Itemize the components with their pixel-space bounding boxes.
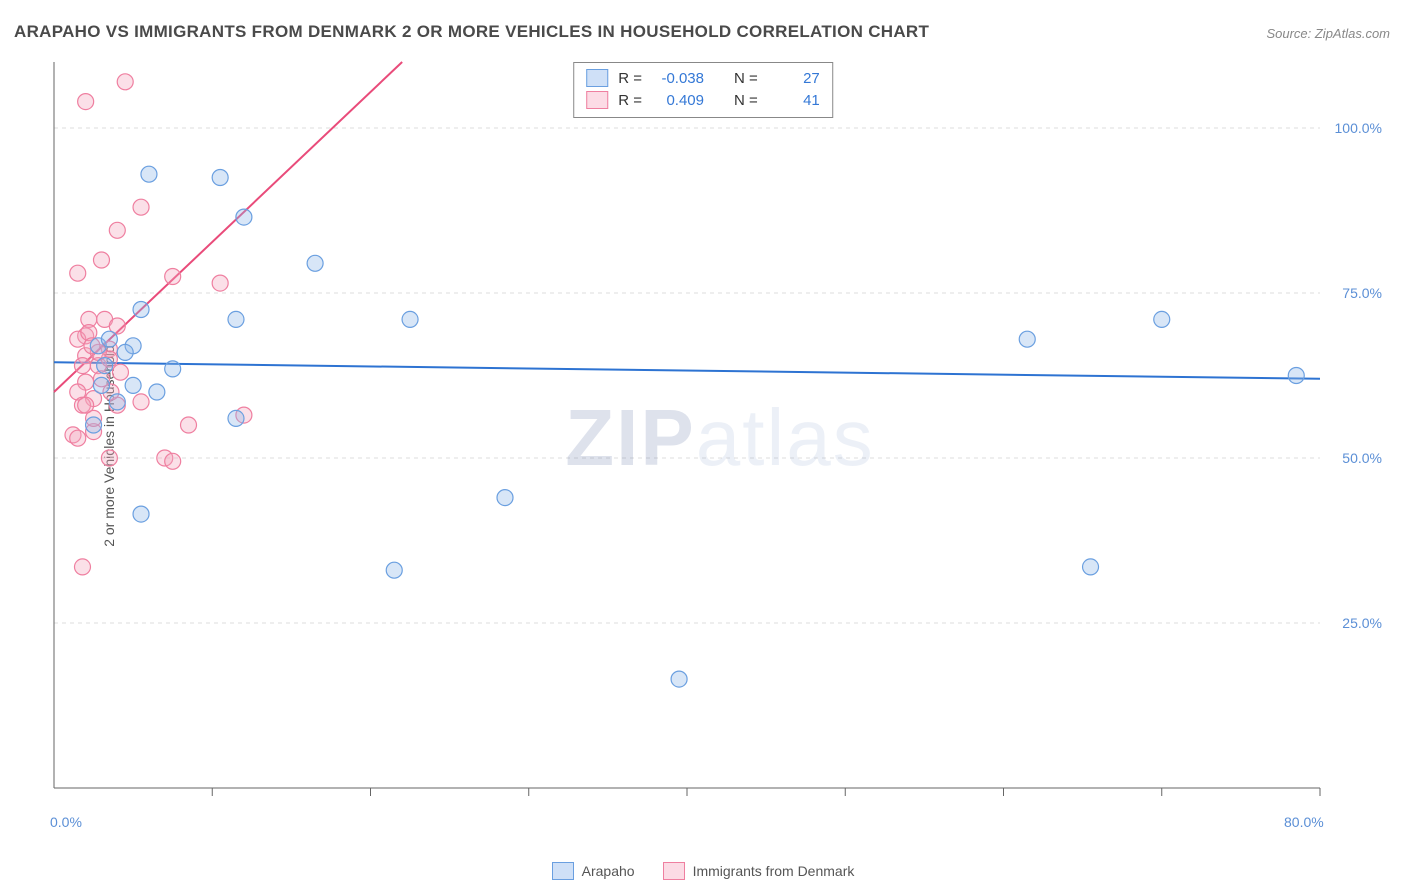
legend-label: Arapaho	[582, 863, 635, 879]
legend-row: R = 0.409 N = 41	[586, 89, 820, 111]
x-axis-max-label: 80.0%	[1284, 814, 1324, 830]
plot-svg: 25.0% 50.0% 75.0% 100.0%	[50, 58, 1390, 818]
series-legend: Arapaho Immigrants from Denmark	[0, 862, 1406, 880]
r-value: 0.409	[652, 92, 704, 109]
svg-text:25.0%: 25.0%	[1342, 615, 1382, 631]
legend-row: R = -0.038 N = 27	[586, 67, 820, 89]
r-value: -0.038	[652, 70, 704, 87]
n-value: 41	[768, 92, 820, 109]
legend-swatch	[663, 862, 685, 880]
svg-text:100.0%: 100.0%	[1335, 120, 1382, 136]
correlation-legend: R = -0.038 N = 27 R = 0.409 N = 41	[573, 62, 833, 118]
legend-swatch	[586, 91, 608, 109]
legend-swatch	[552, 862, 574, 880]
scatter-plot: 25.0%50.0%75.0%100.0% ZIPatlas	[50, 58, 1390, 818]
n-label: N =	[734, 70, 758, 87]
x-axis-min-label: 0.0%	[50, 814, 82, 830]
n-value: 27	[768, 70, 820, 87]
n-label: N =	[734, 92, 758, 109]
r-label: R =	[618, 70, 642, 87]
svg-text:50.0%: 50.0%	[1342, 450, 1382, 466]
r-label: R =	[618, 92, 642, 109]
chart-title: ARAPAHO VS IMMIGRANTS FROM DENMARK 2 OR …	[14, 22, 929, 42]
legend-label: Immigrants from Denmark	[693, 863, 855, 879]
svg-text:75.0%: 75.0%	[1342, 285, 1382, 301]
legend-item: Arapaho	[552, 862, 635, 880]
legend-item: Immigrants from Denmark	[663, 862, 855, 880]
source-attribution: Source: ZipAtlas.com	[1266, 26, 1390, 41]
legend-swatch	[586, 69, 608, 87]
